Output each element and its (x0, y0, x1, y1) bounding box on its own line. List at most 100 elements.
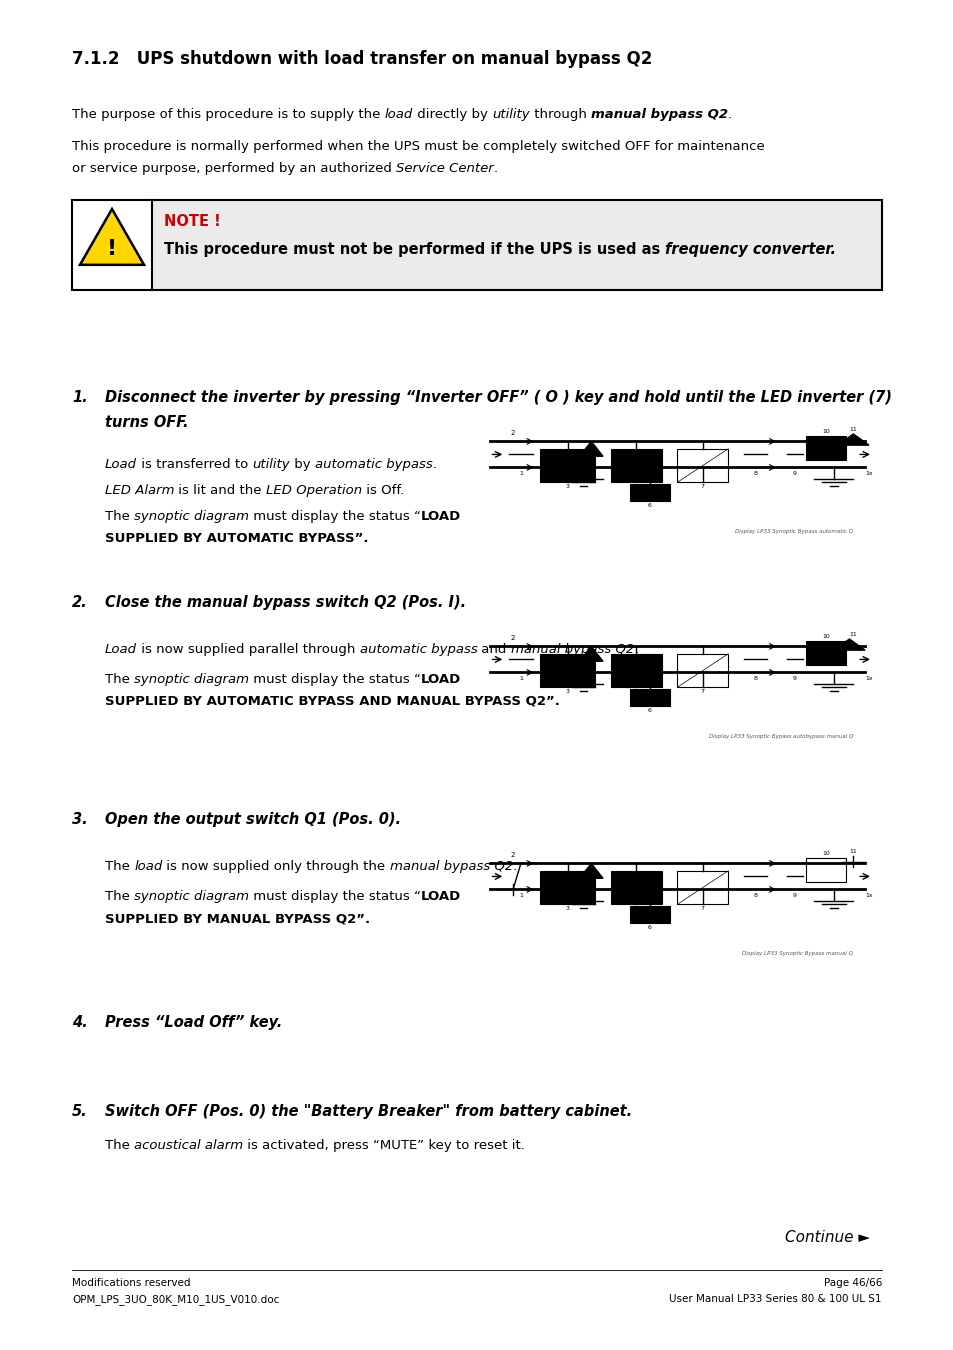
Text: 9: 9 (792, 471, 796, 477)
Text: 1: 1 (518, 676, 522, 682)
Text: or service purpose, performed by an authorized: or service purpose, performed by an auth… (71, 162, 395, 176)
Text: frequency converter.: frequency converter. (664, 242, 836, 256)
Text: 10: 10 (821, 850, 829, 856)
Text: The: The (105, 890, 134, 903)
Text: Display LP33 Synoptic Bypass manual Q: Display LP33 Synoptic Bypass manual Q (741, 952, 852, 956)
Bar (677, 871, 727, 904)
Text: synoptic diagram: synoptic diagram (134, 674, 249, 686)
Text: 2: 2 (511, 429, 515, 436)
Text: LED Operation: LED Operation (266, 485, 362, 497)
Polygon shape (578, 647, 602, 662)
Text: 4: 4 (589, 663, 593, 668)
Text: acoustical alarm: acoustical alarm (134, 1139, 243, 1152)
Text: turns OFF.: turns OFF. (105, 414, 189, 431)
Text: is activated, press “MUTE” key to reset it.: is activated, press “MUTE” key to reset … (243, 1139, 524, 1152)
Text: 9: 9 (792, 894, 796, 898)
Text: 1: 1 (518, 894, 522, 898)
Text: Display LP33 Synoptic Bypass autobypass manual Q: Display LP33 Synoptic Bypass autobypass … (708, 734, 852, 740)
Text: and: and (476, 643, 511, 656)
Text: 7.1.2   UPS shutdown with load transfer on manual bypass Q2: 7.1.2 UPS shutdown with load transfer on… (71, 50, 652, 68)
Text: automatic bypass: automatic bypass (359, 643, 476, 656)
Text: 1x: 1x (864, 894, 872, 898)
Bar (677, 448, 727, 482)
Text: Disconnect the inverter by pressing “Inverter OFF” ( O ) key and hold until the : Disconnect the inverter by pressing “Inv… (105, 390, 891, 405)
Bar (610, 871, 661, 904)
Text: Press “Load Off” key.: Press “Load Off” key. (105, 1015, 282, 1030)
Text: The purpose of this procedure is to supply the: The purpose of this procedure is to supp… (71, 108, 384, 122)
Text: Switch OFF (Pos. 0) the "Battery Breaker" from battery cabinet.: Switch OFF (Pos. 0) the "Battery Breaker… (105, 1104, 632, 1119)
Text: Continue ►: Continue ► (784, 1230, 869, 1245)
Text: 8: 8 (753, 471, 757, 477)
Bar (610, 653, 661, 687)
Text: Modifications reserved: Modifications reserved (71, 1278, 191, 1288)
Text: must display the status “: must display the status “ (249, 890, 420, 903)
Text: LED Alarm: LED Alarm (105, 485, 174, 497)
Text: The: The (105, 860, 134, 873)
Text: manual bypass Q2: manual bypass Q2 (390, 860, 513, 873)
Polygon shape (578, 441, 602, 456)
Text: must display the status “: must display the status “ (249, 510, 420, 522)
Text: is now supplied parallel through: is now supplied parallel through (137, 643, 359, 656)
Text: 11: 11 (848, 427, 857, 432)
Text: This procedure must not be performed if the UPS is used as: This procedure must not be performed if … (164, 242, 664, 256)
Text: SUPPLIED BY AUTOMATIC BYPASS AND MANUAL BYPASS Q2”.: SUPPLIED BY AUTOMATIC BYPASS AND MANUAL … (105, 695, 559, 707)
Text: 7: 7 (700, 906, 704, 911)
Text: !: ! (107, 239, 117, 259)
Bar (805, 436, 844, 460)
Text: Load: Load (105, 643, 137, 656)
Bar (805, 857, 844, 882)
Text: OPM_LPS_3UO_80K_M10_1US_V010.doc: OPM_LPS_3UO_80K_M10_1US_V010.doc (71, 1295, 279, 1305)
Text: 5: 5 (634, 485, 638, 489)
Bar (630, 906, 669, 923)
Text: SUPPLIED BY MANUAL BYPASS Q2”.: SUPPLIED BY MANUAL BYPASS Q2”. (105, 913, 370, 925)
Polygon shape (837, 433, 868, 446)
Polygon shape (80, 209, 144, 265)
Bar (677, 653, 727, 687)
Text: manual bypass Q2: manual bypass Q2 (511, 643, 634, 656)
Text: 7: 7 (700, 485, 704, 489)
Text: 9: 9 (792, 676, 796, 682)
Text: by: by (290, 458, 314, 471)
Text: is lit and the: is lit and the (174, 485, 266, 497)
Text: .: . (634, 643, 638, 656)
Text: .: . (727, 108, 731, 122)
Text: must display the status “: must display the status “ (249, 674, 420, 686)
Text: 6: 6 (647, 502, 651, 508)
Text: 8: 8 (753, 676, 757, 682)
Text: 8: 8 (753, 894, 757, 898)
Text: This procedure is normally performed when the UPS must be completely switched OF: This procedure is normally performed whe… (71, 140, 764, 153)
Text: Display LP33 Synoptic Bypass automatic Q: Display LP33 Synoptic Bypass automatic Q (735, 529, 852, 535)
Text: Service Center: Service Center (395, 162, 494, 176)
Text: 4.: 4. (71, 1015, 88, 1030)
Text: Open the output switch Q1 (Pos. 0).: Open the output switch Q1 (Pos. 0). (105, 811, 400, 828)
Text: 3: 3 (565, 688, 569, 694)
Text: 11: 11 (848, 632, 857, 637)
Text: 3: 3 (565, 485, 569, 489)
Text: NOTE !: NOTE ! (164, 215, 220, 230)
Text: 4: 4 (589, 880, 593, 886)
Text: Load: Load (105, 458, 137, 471)
Text: automatic bypass: automatic bypass (314, 458, 433, 471)
Text: load: load (384, 108, 413, 122)
Bar (71, 200, 882, 290)
Text: 5: 5 (634, 688, 638, 694)
Text: 1x: 1x (864, 676, 872, 682)
Text: .: . (433, 458, 436, 471)
Bar (539, 448, 595, 482)
Text: 2.: 2. (71, 595, 88, 610)
Text: 4: 4 (589, 458, 593, 463)
Text: LOAD: LOAD (420, 674, 460, 686)
Text: User Manual LP33 Series 80 & 100 UL S1: User Manual LP33 Series 80 & 100 UL S1 (669, 1295, 882, 1304)
Text: Close the manual bypass switch Q2 (Pos. I).: Close the manual bypass switch Q2 (Pos. … (105, 595, 466, 610)
Text: 6: 6 (647, 707, 651, 713)
Text: 2: 2 (511, 634, 515, 641)
Text: 3: 3 (565, 906, 569, 911)
Text: through: through (529, 108, 590, 122)
Text: The: The (105, 1139, 134, 1152)
Text: 1.: 1. (71, 390, 88, 405)
Text: LOAD: LOAD (420, 510, 460, 522)
Text: .: . (494, 162, 497, 176)
Text: synoptic diagram: synoptic diagram (134, 510, 249, 522)
Text: directly by: directly by (413, 108, 492, 122)
Text: The: The (105, 510, 134, 522)
